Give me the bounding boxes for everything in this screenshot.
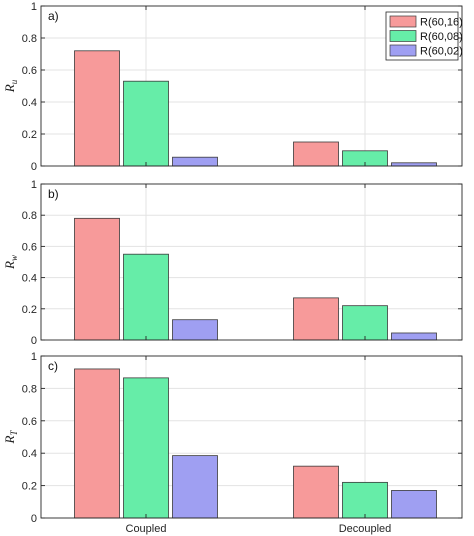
bar-b-0-0 — [74, 217, 120, 341]
legend-swatch — [389, 30, 417, 42]
panel-a: 0 0.2 0.4 0.6 0.8 1 a) Ru R(60,16) R(60,08) R(60,0… — [2, 1, 463, 173]
bar-b-0-2 — [172, 319, 218, 341]
legend-swatch — [389, 15, 417, 28]
y-axis-label: Ru — [2, 79, 19, 93]
y-tick-label: 0.6 — [22, 241, 37, 253]
panel-c: 0 0.2 0.4 0.6 0.8 1 c) RT Coupled Decoupled — [2, 351, 463, 535]
bar-c-0-2 — [172, 455, 218, 519]
bar-c-1-1 — [342, 481, 388, 519]
y-tick-label: 0.2 — [22, 304, 37, 316]
y-axis-label: Rw — [2, 255, 19, 270]
bar-a-0-1 — [123, 80, 169, 167]
y-tick-label: 0.8 — [22, 33, 37, 45]
bar-b-0-1 — [123, 253, 169, 341]
y-tick-label: 0.8 — [22, 210, 37, 222]
panel-label: a) — [48, 9, 59, 23]
x-tick-label: Decoupled — [339, 523, 392, 535]
panel-label: c) — [48, 359, 58, 373]
axes-box — [40, 5, 463, 167]
bar-b-1-1 — [342, 305, 388, 341]
legend-swatch — [389, 44, 417, 57]
y-tick-label: 0.2 — [22, 481, 37, 493]
legend-label: R(60,08) — [420, 31, 463, 43]
y-tick-label: 0.4 — [22, 273, 37, 285]
bar-c-1-2 — [391, 490, 437, 519]
bar-a-1-2 — [391, 162, 437, 167]
bar-a-1-0 — [293, 141, 339, 167]
bar-b-1-2 — [391, 332, 437, 341]
bar-b-1-0 — [293, 297, 339, 341]
y-tick-label: 1 — [31, 1, 37, 13]
y-tick-label: 0 — [31, 161, 37, 173]
y-tick-label: 0.8 — [22, 383, 37, 395]
legend: R(60,16) R(60,08) R(60,02) — [385, 11, 463, 61]
y-tick-label: 0.4 — [22, 97, 37, 109]
bar-c-0-0 — [74, 368, 120, 519]
axes-box — [40, 355, 463, 519]
y-tick-label: 1 — [31, 351, 37, 363]
axes-box — [40, 183, 463, 341]
bar-a-0-2 — [172, 156, 218, 167]
y-tick-label: 0.4 — [22, 448, 37, 460]
bar-c-1-0 — [293, 465, 339, 519]
bar-c-0-1 — [123, 377, 169, 519]
y-tick-label: 0.6 — [22, 65, 37, 77]
x-tick-label: Coupled — [126, 523, 167, 535]
y-tick-label: 1 — [31, 179, 37, 191]
legend-label: R(60,16) — [420, 17, 463, 29]
y-axis-label: RT — [2, 430, 19, 445]
panel-label: b) — [48, 187, 59, 201]
panel-b: 0 0.2 0.4 0.6 0.8 1 b) Rw — [2, 179, 463, 347]
y-tick-label: 0.6 — [22, 416, 37, 428]
legend-label: R(60,02) — [420, 46, 463, 58]
y-tick-label: 0.2 — [22, 129, 37, 141]
y-tick-label: 0 — [31, 335, 37, 347]
y-tick-label: 0 — [31, 513, 37, 525]
bar-a-0-0 — [74, 50, 120, 167]
